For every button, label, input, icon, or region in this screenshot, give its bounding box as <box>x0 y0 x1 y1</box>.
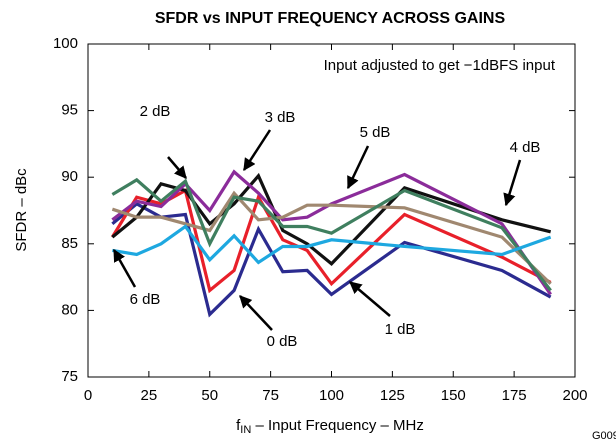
y-tick-label: 85 <box>61 235 78 252</box>
x-tick-label: 150 <box>441 387 466 404</box>
x-axis-label: fIN – Input Frequency – MHz <box>236 417 424 436</box>
series-line <box>110 188 552 294</box>
annotation: Input adjusted to get −1dBFS input <box>324 57 556 74</box>
label-arrow <box>112 248 137 288</box>
y-tick-label: 90 <box>61 168 78 185</box>
label-bg <box>133 102 177 122</box>
series-line <box>111 190 552 285</box>
label-arrow <box>503 159 522 207</box>
label-arrow <box>167 156 187 179</box>
label-bg <box>353 123 397 143</box>
label-bg <box>123 290 167 310</box>
x-tick-label: 100 <box>319 387 344 404</box>
label-bg <box>260 332 304 352</box>
x-tick-label: 50 <box>201 387 218 404</box>
x-tick-label: 175 <box>502 387 527 404</box>
series-label: 2 dB <box>140 103 171 120</box>
x-tick-label: 0 <box>84 387 92 404</box>
x-tick-label: 200 <box>562 387 587 404</box>
series-label: 3 dB <box>265 109 296 126</box>
series-line <box>111 169 552 296</box>
label-bg <box>503 138 547 158</box>
label-bg <box>378 320 422 340</box>
x-tick-label: 75 <box>262 387 279 404</box>
x-tick-label: 25 <box>141 387 158 404</box>
y-tick-label: 75 <box>61 368 78 385</box>
x-tick-label: 125 <box>380 387 405 404</box>
series-line <box>112 224 552 265</box>
series-label: 1 dB <box>385 321 416 338</box>
label-arrow <box>346 145 370 190</box>
series-label: 0 dB <box>267 333 298 350</box>
plot-frame <box>87 43 576 378</box>
chart-title: SFDR vs INPUT FREQUENCY ACROSS GAINS <box>155 10 506 27</box>
y-axis-label: SFDR – dBc <box>13 168 30 252</box>
y-tick-label: 100 <box>53 35 78 52</box>
series-label: 6 dB <box>130 291 161 308</box>
figure-code: G009 <box>592 430 616 442</box>
series-line <box>111 172 552 266</box>
label-arrow <box>239 295 273 331</box>
series-label: 4 dB <box>510 139 541 156</box>
series-line <box>111 177 552 292</box>
label-bg <box>258 108 302 128</box>
label-arrow <box>242 129 272 172</box>
y-tick-label: 95 <box>61 102 78 119</box>
label-arrow <box>349 281 391 317</box>
y-tick-label: 80 <box>61 301 78 318</box>
series-label: 5 dB <box>360 124 391 141</box>
